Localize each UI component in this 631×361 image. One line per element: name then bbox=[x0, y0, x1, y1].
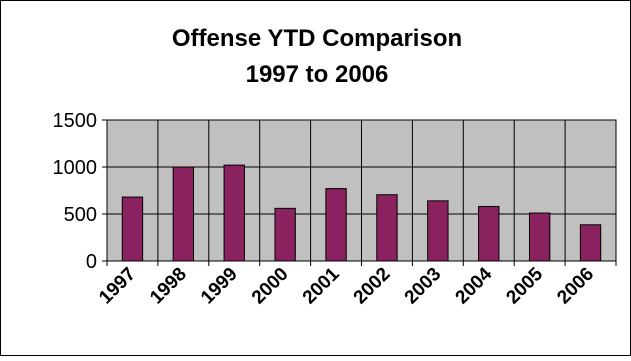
bar-1998 bbox=[172, 166, 195, 262]
bar-2006 bbox=[579, 224, 602, 262]
y-axis-ticks: 0 500 1000 1500 bbox=[53, 110, 107, 273]
bar-2001 bbox=[325, 188, 347, 262]
bar-2003 bbox=[427, 200, 449, 262]
bar-2004 bbox=[478, 205, 500, 262]
y-tick-label-500: 500 bbox=[64, 204, 97, 226]
y-tick-label-1000: 1000 bbox=[53, 157, 98, 179]
chart-title-line-2: 1997 to 2006 bbox=[246, 61, 389, 88]
chart-title-line-1: Offense YTD Comparison bbox=[172, 25, 462, 52]
bar-2002 bbox=[376, 194, 398, 262]
bar-2000 bbox=[274, 207, 296, 262]
y-tick-label-1500: 1500 bbox=[53, 110, 98, 132]
bar-1997 bbox=[121, 196, 144, 262]
y-tick-label-0: 0 bbox=[86, 251, 97, 273]
bars bbox=[121, 164, 602, 262]
bar-2005 bbox=[528, 212, 551, 262]
bar-1999 bbox=[223, 164, 245, 262]
